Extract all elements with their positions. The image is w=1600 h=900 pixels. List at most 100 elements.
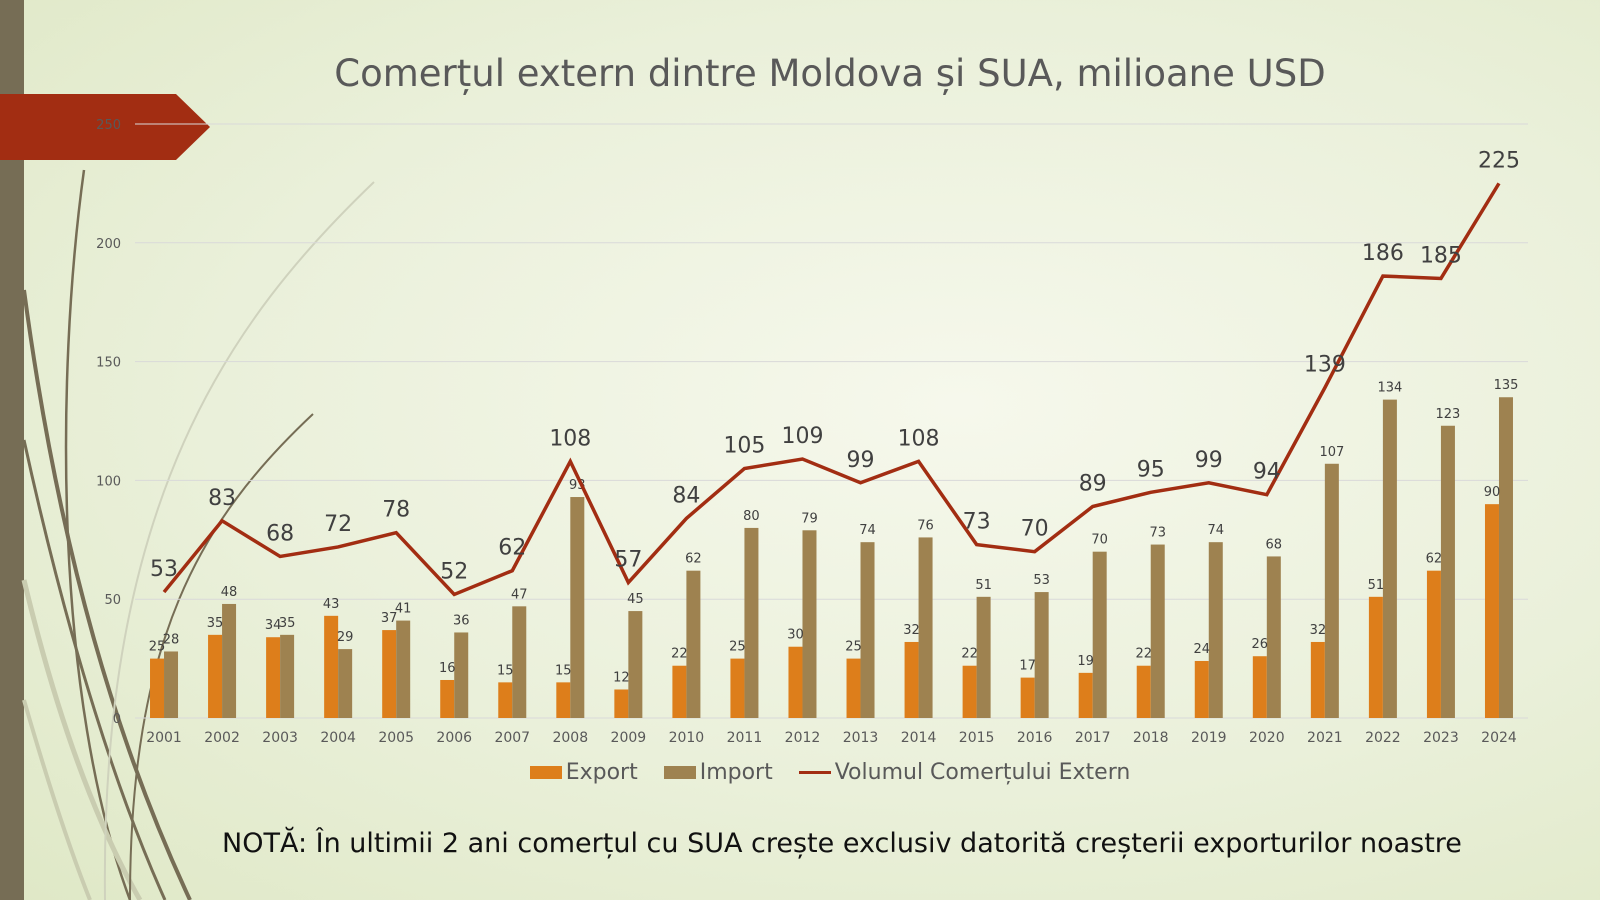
x-tick-label: 2019 <box>1191 730 1227 746</box>
bar-export <box>1310 641 1325 718</box>
legend: Export Import Volumul Comerțului Extern <box>0 760 1600 785</box>
bar-import <box>860 542 875 718</box>
legend-swatch-volume <box>798 771 831 774</box>
data-label-volume: 95 <box>1137 457 1165 482</box>
bar-export <box>788 646 803 718</box>
y-tick-label: 100 <box>96 474 121 489</box>
bar-import <box>512 606 527 718</box>
x-tick-label: 2005 <box>378 730 414 746</box>
bar-export <box>1426 570 1441 718</box>
legend-export: Export <box>529 760 638 785</box>
bar-export <box>1368 596 1383 718</box>
data-label-export: 32 <box>1310 623 1327 638</box>
x-tick-label: 2016 <box>1017 730 1053 746</box>
data-label-export: 15 <box>497 663 514 678</box>
data-label-volume: 72 <box>324 512 352 537</box>
bar-import <box>1324 463 1339 718</box>
x-tick-label: 2015 <box>959 730 995 746</box>
data-label-import: 35 <box>279 616 296 631</box>
x-tick-label: 2004 <box>320 730 356 746</box>
bar-export <box>962 665 977 718</box>
bar-export <box>498 682 513 718</box>
data-label-export: 30 <box>787 628 804 643</box>
data-label-volume: 73 <box>963 510 991 535</box>
x-tick-label: 2003 <box>262 730 298 746</box>
data-label-volume: 78 <box>382 498 410 523</box>
x-tick-label: 2018 <box>1133 730 1169 746</box>
bar-import <box>1440 425 1455 718</box>
bar-import <box>396 620 411 718</box>
data-label-export: 24 <box>1193 642 1210 657</box>
data-label-import: 68 <box>1266 537 1283 552</box>
bar-import <box>802 530 817 718</box>
chart-title: Comerțul extern dintre Moldova și SUA, m… <box>334 52 1326 95</box>
data-label-export: 17 <box>1019 659 1036 674</box>
data-label-import: 51 <box>975 578 992 593</box>
data-label-export: 16 <box>439 661 456 676</box>
bar-import <box>976 596 991 718</box>
data-label-volume: 62 <box>498 536 526 561</box>
data-label-export: 22 <box>1135 647 1152 662</box>
bar-import <box>1208 542 1223 718</box>
data-label-import: 53 <box>1033 573 1050 588</box>
x-tick-label: 2012 <box>785 730 821 746</box>
data-label-volume: 83 <box>208 486 236 511</box>
data-label-export: 22 <box>671 647 688 662</box>
bar-export <box>730 658 745 718</box>
data-label-export: 90 <box>1484 485 1501 500</box>
bar-export <box>904 641 919 718</box>
data-label-export: 34 <box>265 618 282 633</box>
data-label-import: 28 <box>163 632 180 647</box>
data-label-volume: 186 <box>1362 241 1404 266</box>
data-label-export: 15 <box>555 663 572 678</box>
bar-import <box>222 603 237 718</box>
data-label-import: 80 <box>743 509 760 524</box>
bar-export <box>440 679 455 718</box>
x-tick-label: 2014 <box>901 730 937 746</box>
bar-export <box>556 682 571 718</box>
data-label-volume: 109 <box>781 424 823 449</box>
x-tick-label: 2023 <box>1423 730 1459 746</box>
data-label-export: 43 <box>323 597 340 612</box>
data-label-volume: 139 <box>1304 353 1346 378</box>
bar-import <box>744 527 759 718</box>
data-label-export: 25 <box>845 640 862 655</box>
bar-export <box>1484 504 1499 718</box>
data-label-export: 25 <box>729 640 746 655</box>
data-label-export: 35 <box>207 616 224 631</box>
bar-export <box>846 658 861 718</box>
bar-export <box>1078 672 1093 718</box>
data-label-volume: 89 <box>1079 472 1107 497</box>
legend-label-export: Export <box>565 760 638 785</box>
data-label-volume: 57 <box>614 548 642 573</box>
data-label-volume: 99 <box>847 448 875 473</box>
data-label-import: 29 <box>337 630 354 645</box>
bar-export <box>1252 656 1267 718</box>
bar-export <box>672 665 687 718</box>
data-label-import: 36 <box>453 613 470 628</box>
bar-export <box>614 689 629 718</box>
data-label-volume: 99 <box>1195 448 1223 473</box>
legend-import: Import <box>663 760 773 785</box>
data-label-volume: 84 <box>672 483 700 508</box>
data-label-import: 134 <box>1377 381 1402 396</box>
data-label-volume: 68 <box>266 521 294 546</box>
legend-label-volume: Volumul Comerțului Extern <box>834 760 1131 785</box>
bar-import <box>1498 397 1513 718</box>
bar-import <box>1034 592 1049 718</box>
x-tick-label: 2002 <box>204 730 240 746</box>
data-label-import: 73 <box>1149 526 1166 541</box>
bar-import <box>1382 399 1397 718</box>
data-label-import: 47 <box>511 587 528 602</box>
bar-import <box>628 611 643 718</box>
data-label-import: 45 <box>627 592 644 607</box>
bar-export <box>324 615 339 718</box>
bar-import <box>164 651 179 718</box>
data-label-volume: 225 <box>1478 148 1520 173</box>
x-tick-label: 2010 <box>669 730 705 746</box>
data-label-volume: 52 <box>440 559 468 584</box>
data-label-import: 48 <box>221 585 238 600</box>
note-text: NOTĂ: În ultimii 2 ani comerțul cu SUA c… <box>222 828 1462 859</box>
data-label-import: 107 <box>1319 445 1344 460</box>
